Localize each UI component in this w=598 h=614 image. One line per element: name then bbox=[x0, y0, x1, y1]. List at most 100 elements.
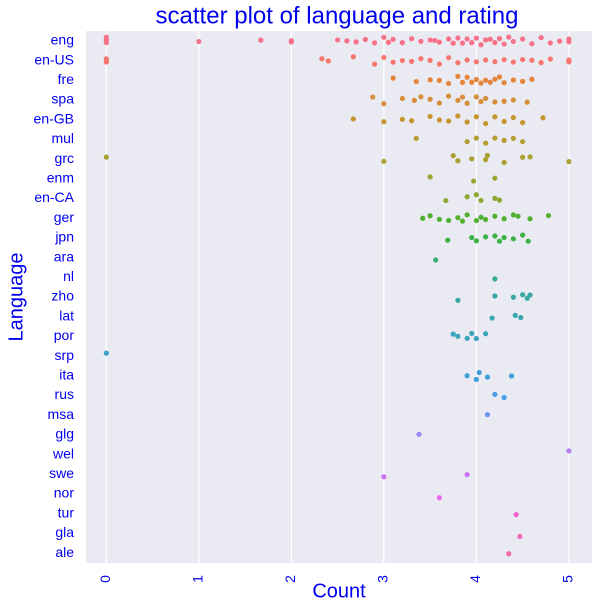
point bbox=[496, 36, 503, 42]
point bbox=[427, 213, 433, 219]
point bbox=[455, 158, 461, 164]
y-tick-label: en-GB bbox=[34, 110, 74, 126]
point bbox=[478, 80, 484, 86]
point bbox=[520, 154, 526, 160]
point bbox=[501, 137, 507, 143]
point bbox=[510, 212, 516, 218]
point bbox=[487, 79, 493, 85]
point bbox=[469, 40, 475, 46]
point bbox=[370, 94, 376, 100]
point bbox=[492, 213, 498, 219]
point bbox=[566, 448, 572, 454]
point bbox=[476, 369, 482, 376]
y-tick-label: lat bbox=[59, 307, 74, 323]
point bbox=[455, 73, 461, 80]
point bbox=[496, 74, 503, 80]
point bbox=[508, 373, 515, 379]
point bbox=[478, 98, 484, 105]
point bbox=[436, 216, 442, 222]
point bbox=[483, 57, 489, 63]
point bbox=[492, 293, 498, 299]
point bbox=[399, 57, 405, 64]
y-tick-label: por bbox=[54, 327, 75, 343]
point bbox=[464, 373, 470, 379]
point bbox=[413, 78, 419, 85]
point bbox=[512, 312, 518, 318]
y-tick-label: enm bbox=[47, 169, 74, 185]
point bbox=[450, 331, 456, 337]
point bbox=[517, 533, 523, 540]
point bbox=[510, 236, 516, 242]
point bbox=[483, 140, 489, 146]
point bbox=[529, 41, 535, 47]
point bbox=[446, 93, 452, 99]
point bbox=[319, 56, 325, 62]
point bbox=[501, 394, 507, 401]
point bbox=[103, 154, 109, 160]
y-tick-label: fre bbox=[58, 71, 75, 87]
point bbox=[381, 54, 387, 61]
point bbox=[455, 35, 461, 41]
point bbox=[427, 37, 433, 43]
point bbox=[372, 40, 378, 46]
point bbox=[510, 38, 516, 45]
point bbox=[510, 97, 516, 103]
y-tick-label: tur bbox=[58, 504, 75, 520]
point bbox=[469, 234, 475, 241]
y-tick-label: wel bbox=[52, 445, 74, 461]
point bbox=[492, 391, 498, 397]
plot-area bbox=[86, 31, 592, 563]
point bbox=[483, 37, 489, 43]
point bbox=[433, 257, 439, 263]
y-tick-label: en-US bbox=[34, 51, 74, 67]
point bbox=[510, 114, 516, 121]
point bbox=[538, 60, 544, 66]
point bbox=[418, 56, 424, 62]
point bbox=[473, 217, 479, 224]
x-tick-label: 1 bbox=[190, 575, 206, 583]
y-tick-label: ara bbox=[54, 248, 74, 264]
point bbox=[420, 215, 426, 221]
point bbox=[524, 99, 530, 105]
point bbox=[520, 292, 526, 298]
point bbox=[478, 42, 484, 48]
point bbox=[381, 158, 387, 164]
y-tick-label: glg bbox=[55, 426, 74, 442]
point bbox=[258, 37, 264, 43]
point bbox=[529, 76, 535, 82]
y-tick-label: nl bbox=[63, 268, 74, 284]
point bbox=[506, 34, 512, 40]
y-tick-label: gla bbox=[55, 524, 74, 540]
point bbox=[418, 94, 424, 100]
point bbox=[483, 234, 489, 240]
point bbox=[381, 101, 387, 107]
y-tick-label: swe bbox=[49, 465, 74, 481]
point bbox=[473, 238, 479, 244]
point bbox=[525, 238, 531, 244]
point bbox=[436, 77, 442, 83]
point bbox=[445, 237, 451, 243]
point bbox=[455, 97, 461, 103]
point bbox=[520, 139, 526, 145]
point bbox=[501, 159, 507, 166]
point bbox=[529, 57, 535, 63]
point bbox=[473, 135, 479, 141]
point bbox=[455, 113, 461, 119]
point bbox=[492, 76, 498, 82]
y-tick-label: ger bbox=[54, 209, 75, 225]
point bbox=[510, 135, 516, 141]
point bbox=[483, 157, 489, 163]
point bbox=[381, 34, 387, 40]
point bbox=[518, 314, 524, 321]
point bbox=[381, 474, 387, 480]
x-tick-label: 0 bbox=[97, 575, 113, 583]
point bbox=[469, 79, 475, 85]
point bbox=[427, 96, 433, 102]
point bbox=[464, 335, 470, 341]
y-tick-label: ita bbox=[59, 367, 74, 383]
point bbox=[409, 36, 415, 42]
y-tick-label: jpn bbox=[54, 229, 74, 245]
point bbox=[335, 37, 341, 43]
point bbox=[464, 212, 470, 218]
